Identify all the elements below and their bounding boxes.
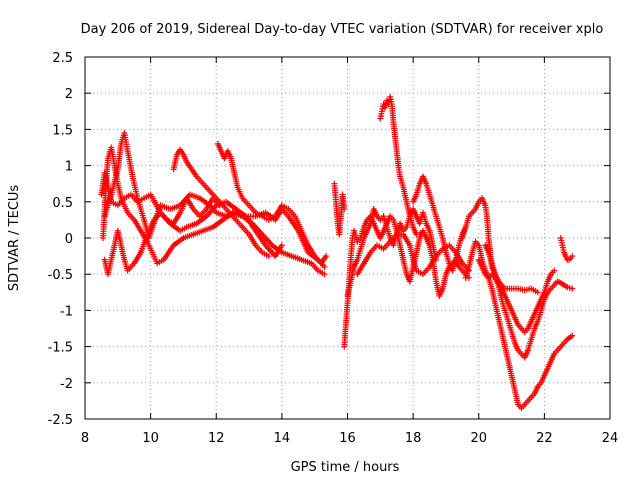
data-point-marker [416,231,423,238]
data-points [98,93,576,412]
series-track-13 [459,195,541,296]
y-tick-label: 0 [65,232,73,247]
x-tick-label: 24 [602,431,619,446]
y-axis-label: SDTVAR / TECUs [7,185,22,292]
data-point-marker [321,271,328,278]
data-point-marker [265,253,272,260]
series-track-3 [98,169,285,260]
axis-ticks [84,56,611,420]
data-point-marker [278,242,285,249]
x-axis-tick-labels: 8 10 12 14 16 18 20 22 24 [81,431,618,446]
y-tick-label: 1 [65,160,73,175]
y-tick-label: -2.5 [48,413,73,428]
series-track-8 [341,213,472,350]
x-axis-label: GPS time / hours [291,460,400,475]
series-track-6 [214,140,330,267]
series-track-15 [475,256,576,361]
series-track-17 [557,235,576,263]
x-tick-label: 18 [405,431,422,446]
y-tick-label: -2 [60,377,73,392]
x-tick-label: 16 [339,431,356,446]
x-tick-label: 14 [274,431,291,446]
x-tick-label: 20 [470,431,487,446]
grid [85,57,610,419]
data-point-marker [341,206,348,213]
data-point-marker [569,332,576,339]
y-tick-label: 2 [65,87,73,102]
data-point-marker [323,253,330,260]
y-tick-label: -0.5 [48,268,73,283]
y-tick-label: 0.5 [52,196,73,211]
series-track-7 [331,180,348,238]
series-track-4 [101,195,223,278]
series-track-5 [170,146,272,260]
series-track-11 [377,93,423,238]
y-tick-label: -1.5 [48,341,73,356]
data-point-marker [321,263,328,270]
x-tick-label: 22 [536,431,553,446]
data-point-marker [534,289,541,296]
series-track-9 [344,206,440,299]
chart-title: Day 206 of 2019, Sidereal Day-to-day VTE… [81,22,604,37]
y-tick-label: 2.5 [52,51,73,66]
data-point-marker [569,285,576,292]
series-track-14 [462,238,576,412]
x-tick-label: 12 [208,431,225,446]
y-axis-tick-labels: -2.5 -2 -1.5 -1 -0.5 0 0.5 1 1.5 2 2.5 [48,51,73,428]
y-tick-label: 1.5 [52,123,73,138]
data-point-marker [569,253,576,260]
x-tick-label: 10 [142,431,159,446]
y-tick-label: -1 [60,304,73,319]
series-track-16 [482,242,558,336]
data-point-marker [551,267,558,274]
x-tick-label: 8 [81,431,89,446]
